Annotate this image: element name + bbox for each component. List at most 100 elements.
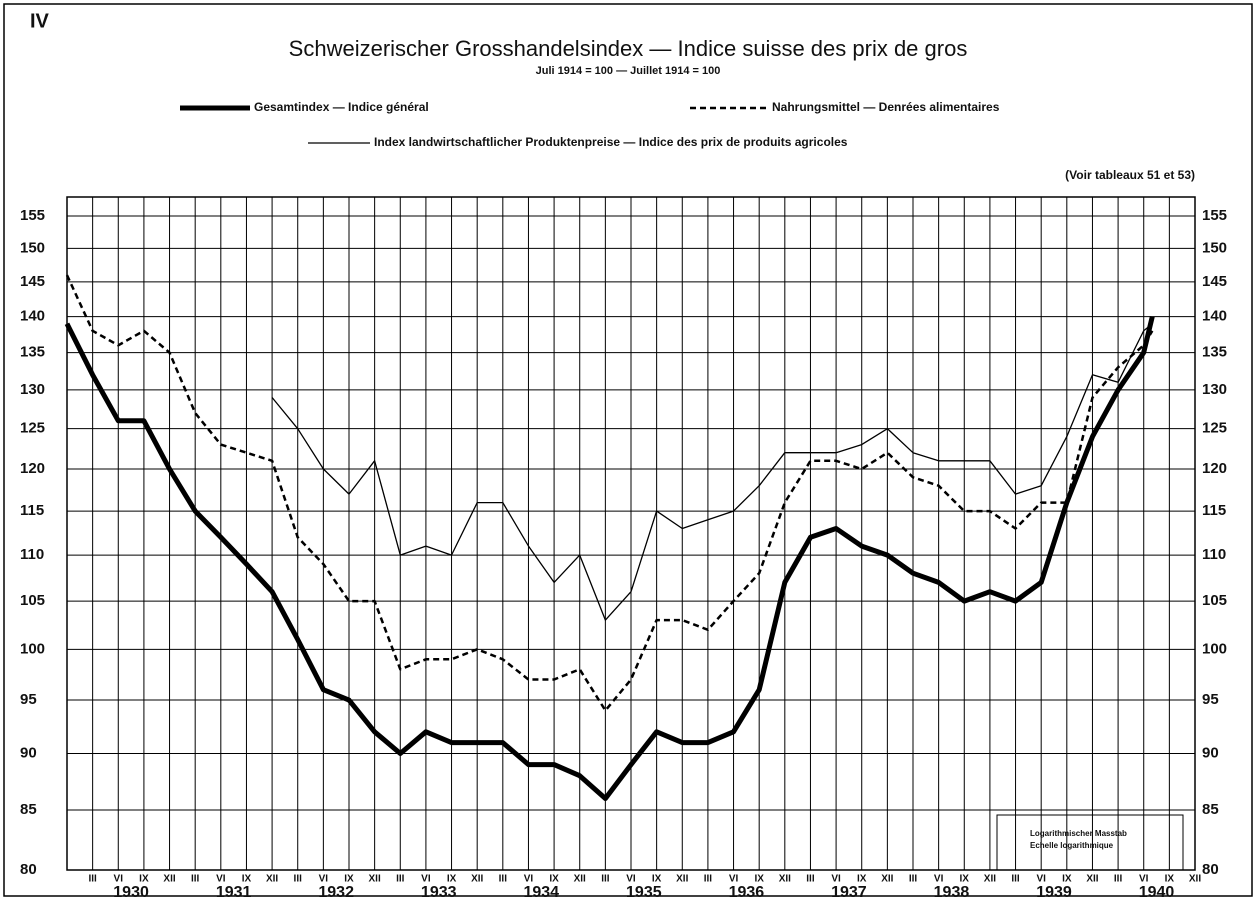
x-tick-label: III: [191, 874, 200, 885]
y2-tick-label: 100: [1202, 640, 1227, 657]
x-tick-label: III: [909, 874, 918, 885]
x-tick-label: III: [704, 874, 713, 885]
x-tick-label: VI: [729, 874, 739, 885]
x-tick-label: XII: [1086, 874, 1098, 885]
year-label: 1937: [831, 884, 867, 898]
x-tick-label: VI: [524, 874, 534, 885]
y-tick-label: 120: [20, 460, 45, 477]
year-label: 1938: [934, 884, 970, 898]
x-tick-label: IX: [652, 874, 662, 885]
x-tick-label: VI: [216, 874, 226, 885]
legend-label: Index landwirtschaftlicher Produktenprei…: [374, 135, 848, 149]
x-tick-label: III: [396, 874, 405, 885]
year-label: 1935: [626, 884, 662, 898]
x-tick-label: III: [88, 874, 97, 885]
year-label: 1931: [216, 884, 252, 898]
x-tick-label: III: [294, 874, 303, 885]
frame: [3, 3, 1253, 897]
x-tick-label: IX: [857, 874, 867, 885]
x-tick-label: IX: [549, 874, 559, 885]
y2-tick-label: 125: [1202, 420, 1227, 437]
y2-tick-label: 110: [1202, 546, 1226, 563]
x-tick-label: III: [601, 874, 610, 885]
x-tick-label: VI: [1036, 874, 1046, 885]
x-tick-label: VI: [626, 874, 636, 885]
y-tick-label: 140: [20, 308, 45, 325]
y-tick-label: 125: [20, 420, 45, 437]
panel-label: IV: [30, 10, 50, 32]
y-tick-label: 110: [20, 546, 44, 563]
x-tick-label: IX: [344, 874, 354, 885]
legend-label: Gesamtindex — Indice général: [254, 100, 429, 114]
series-line: [271, 323, 1153, 621]
y2-tick-label: 85: [1202, 801, 1219, 818]
x-tick-label: VI: [319, 874, 329, 885]
y2-tick-label: 120: [1202, 460, 1227, 477]
y-tick-label: 95: [20, 691, 37, 708]
year-label: 1939: [1036, 884, 1072, 898]
y-tick-label: 85: [20, 801, 37, 818]
x-tick-label: IX: [139, 874, 149, 885]
x-tick-label: IX: [1062, 874, 1072, 885]
y-tick-label: 130: [20, 381, 45, 398]
y-tick-label: 135: [20, 344, 45, 361]
x-tick-label: XII: [1189, 874, 1201, 885]
year-label: 1940: [1139, 884, 1175, 898]
y2-tick-label: 140: [1202, 308, 1227, 325]
y2-tick-label: 135: [1202, 344, 1227, 361]
y2-tick-label: 90: [1202, 744, 1219, 761]
x-tick-label: XII: [266, 874, 278, 885]
x-tick-label: XII: [984, 874, 996, 885]
year-label: 1933: [421, 884, 457, 898]
legend-label: Nahrungsmittel — Denrées alimentaires: [772, 100, 1000, 114]
x-tick-label: XII: [471, 874, 483, 885]
y-tick-label: 80: [20, 861, 37, 878]
x-tick-label: VI: [421, 874, 431, 885]
scale-note: Echelle logarithmique: [1030, 841, 1114, 850]
x-tick-label: VI: [934, 874, 944, 885]
year-label: 1936: [729, 884, 765, 898]
y-tick-label: 115: [20, 502, 44, 519]
x-tick-label: IX: [447, 874, 457, 885]
scale-note: Logarithmischer Masstab: [1030, 829, 1127, 838]
y-tick-label: 100: [20, 640, 45, 657]
x-tick-label: XII: [676, 874, 688, 885]
y2-tick-label: 145: [1202, 273, 1227, 290]
series-line: [65, 274, 1154, 712]
x-tick-label: IX: [1165, 874, 1175, 885]
chart-title: Schweizerischer Grosshandelsindex — Indi…: [289, 36, 968, 61]
year-label: 1934: [523, 884, 559, 898]
x-tick-label: XII: [779, 874, 791, 885]
x-tick-label: XII: [369, 874, 381, 885]
y-tick-label: 90: [20, 744, 37, 761]
y2-tick-label: 155: [1202, 207, 1227, 224]
y-tick-label: 105: [20, 592, 45, 609]
x-tick-label: XII: [881, 874, 893, 885]
y2-tick-label: 105: [1202, 592, 1227, 609]
x-tick-label: III: [499, 874, 508, 885]
x-tick-label: VI: [831, 874, 841, 885]
y2-tick-label: 130: [1202, 381, 1227, 398]
chart-subtitle: Juli 1914 = 100 — Juillet 1914 = 100: [536, 65, 721, 77]
plot-frame: [66, 196, 1196, 871]
y2-tick-label: 115: [1202, 502, 1226, 519]
note: (Voir tableaux 51 et 53): [1065, 168, 1195, 182]
x-tick-label: IX: [754, 874, 764, 885]
x-tick-label: VI: [114, 874, 124, 885]
x-tick-label: IX: [960, 874, 970, 885]
y2-tick-label: 150: [1202, 239, 1227, 256]
x-tick-label: III: [1114, 874, 1123, 885]
x-tick-label: XII: [574, 874, 586, 885]
y2-tick-label: 80: [1202, 861, 1219, 878]
series-line: [64, 316, 1155, 801]
y-tick-label: 155: [20, 207, 45, 224]
x-tick-label: XII: [163, 874, 175, 885]
x-tick-label: III: [1011, 874, 1020, 885]
x-tick-label: III: [806, 874, 815, 885]
year-label: 1932: [318, 884, 354, 898]
x-tick-label: VI: [1139, 874, 1149, 885]
y2-tick-label: 95: [1202, 691, 1219, 708]
x-tick-label: IX: [242, 874, 252, 885]
y-tick-label: 150: [20, 239, 45, 256]
